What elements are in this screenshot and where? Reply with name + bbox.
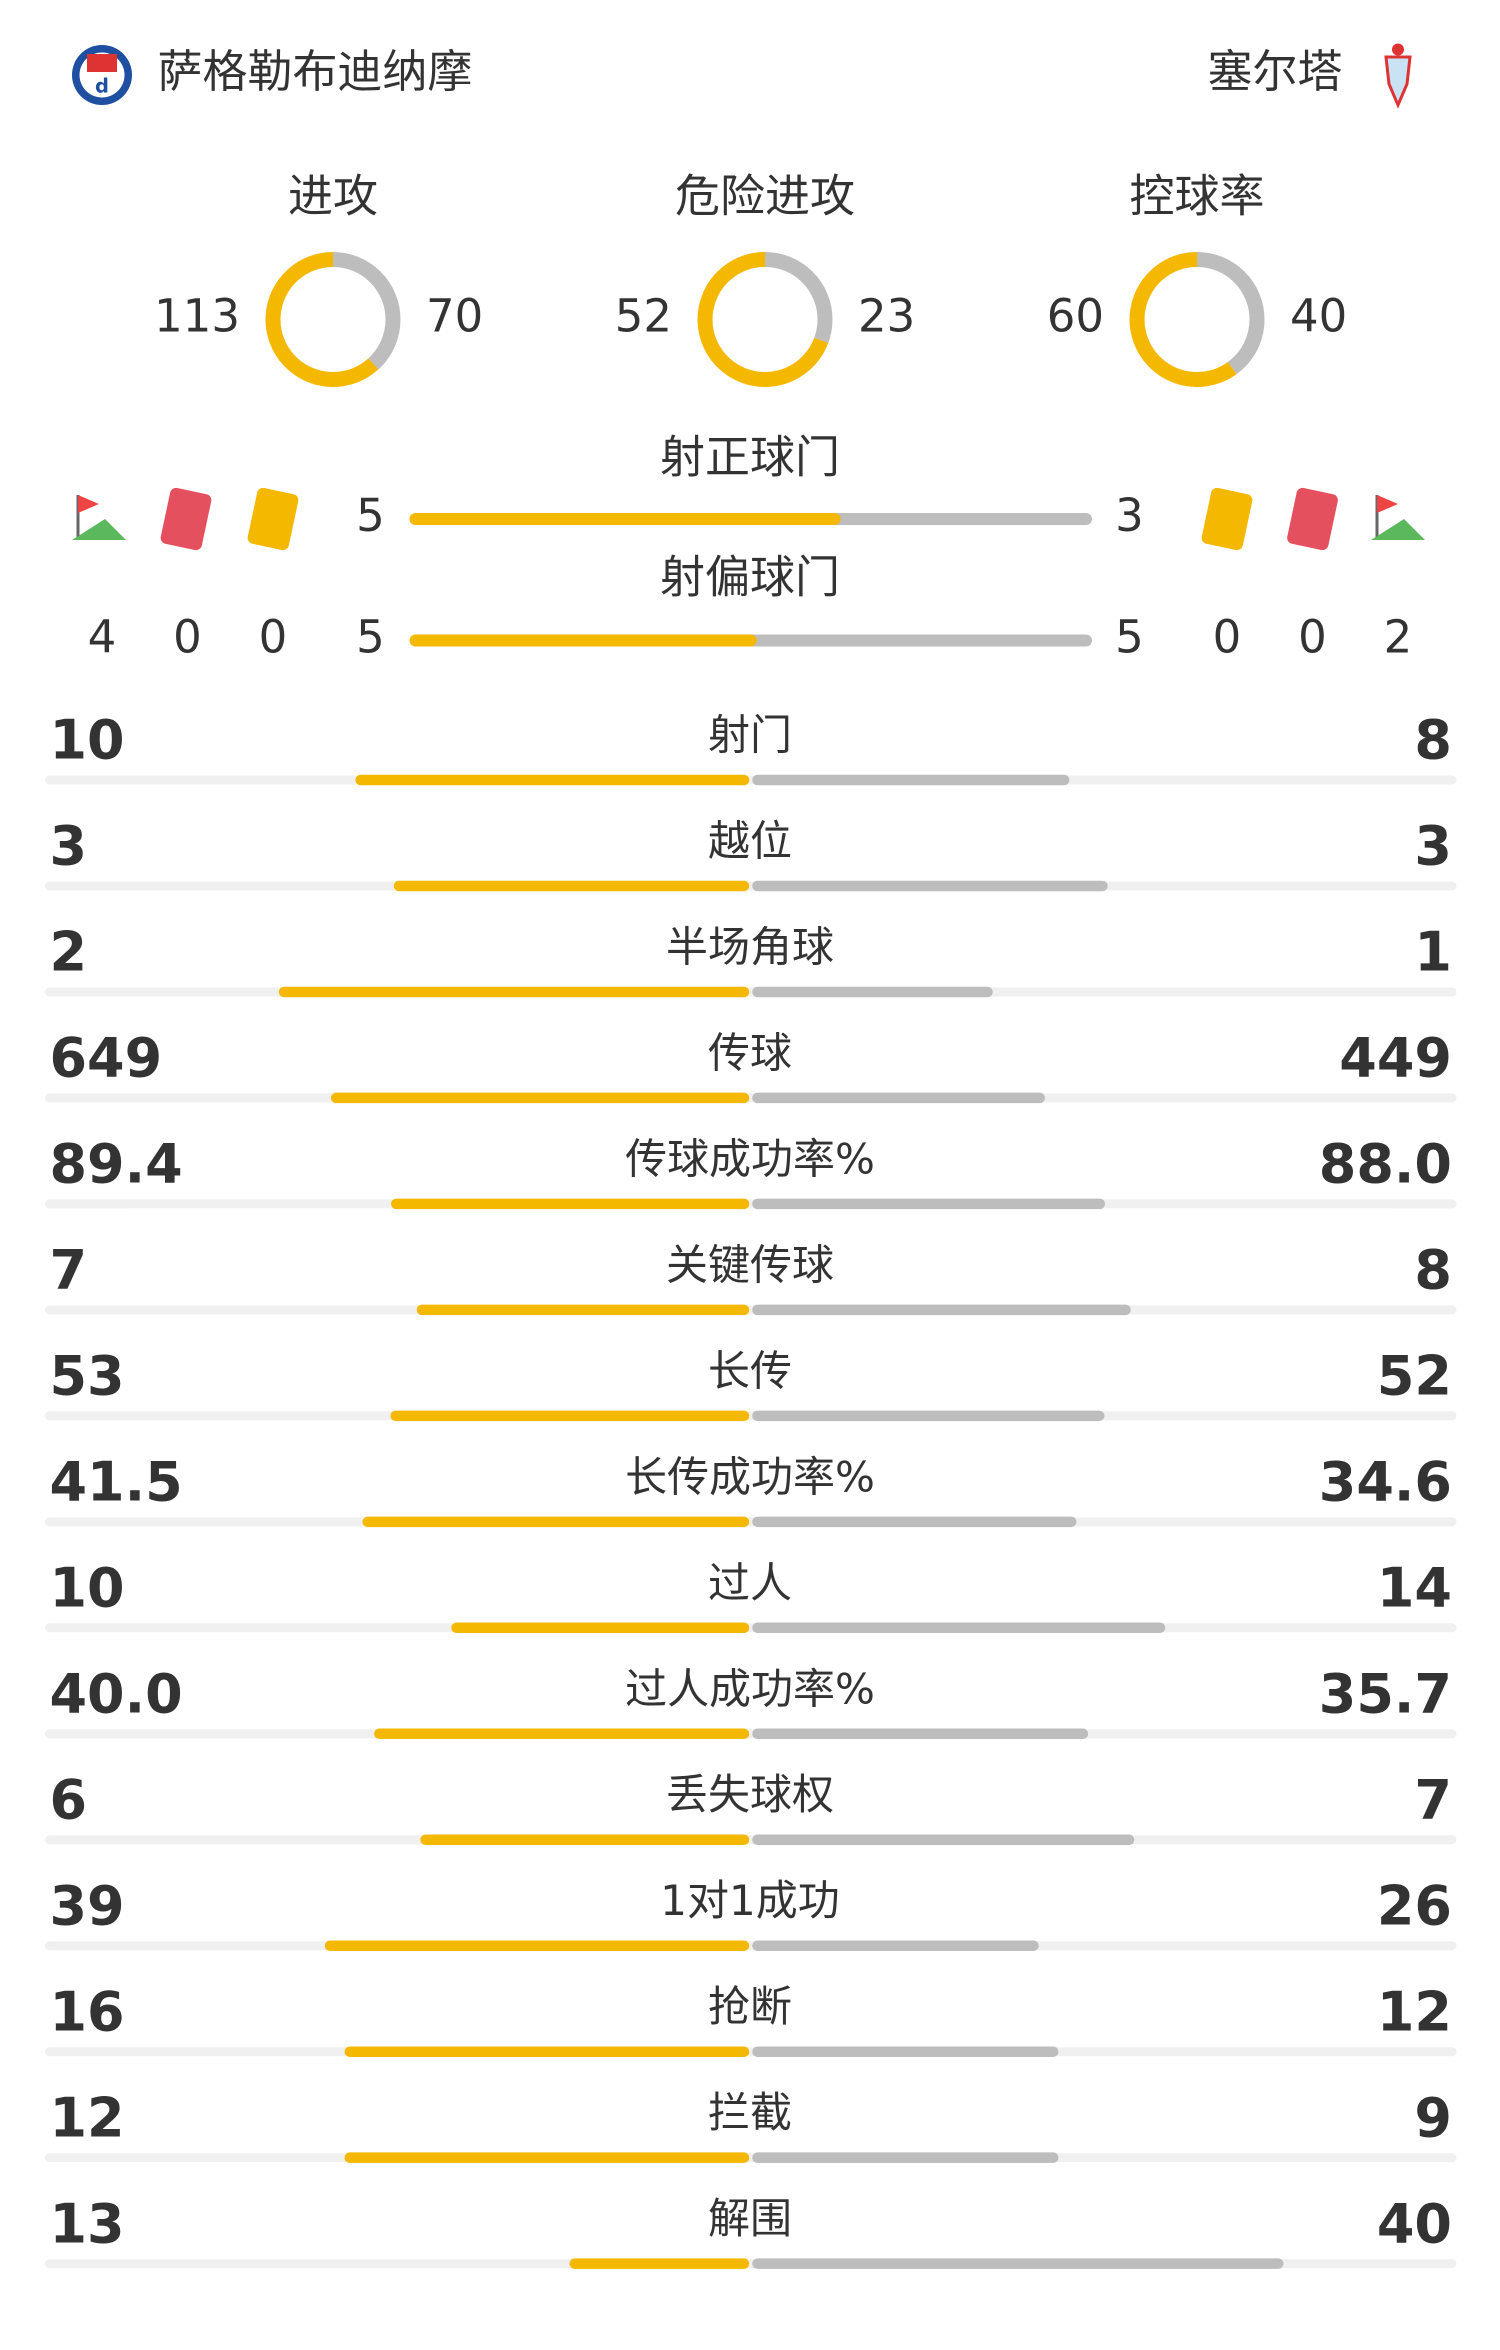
away-value: 9 [1414,2086,1452,2149]
away-value: 3 [1115,489,1144,542]
shot-title: 射正球门 [660,430,840,483]
home-value: 5 [356,610,385,663]
stat-label: 传球成功率% [625,1134,875,1183]
red-card-icon [1287,487,1338,551]
away-value: 26 [1377,1874,1452,1937]
away-value: 8 [1414,1239,1452,1302]
red-card-icon [160,487,212,551]
away-value: 3 [1414,815,1452,878]
card-count: 0 [1298,610,1327,663]
away-value: 34.6 [1319,1450,1452,1513]
stat-label: 丢失球权 [666,1770,834,1819]
ring-title: 危险进攻 [675,169,855,222]
stat-label: 拦截 [708,2088,792,2137]
home-value: 89.4 [50,1133,183,1196]
stat-label: 长传 [708,1346,792,1395]
home-value: 2 [50,921,88,984]
ring-title: 控球率 [1130,169,1265,222]
away-value: 8 [1414,709,1452,772]
home-value: 16 [50,1980,125,2043]
stat-label: 1对1成功 [660,1876,839,1925]
away-card-icons [1201,487,1425,551]
stat-label: 抢断 [708,1982,792,2031]
stat-label: 射门 [708,710,792,759]
home-value: 41.5 [50,1450,183,1513]
away-value: 70 [426,289,483,342]
ring-title: 进攻 [288,169,378,222]
home-arc [697,251,833,387]
home-value: 649 [50,1027,163,1090]
away-value: 449 [1339,1027,1452,1090]
home-team: 萨格勒布迪纳摩 [158,45,473,98]
stat-label: 过人成功率% [625,1664,875,1713]
home-value: 40.0 [50,1662,183,1725]
card-count: 0 [173,610,202,663]
home-value: 52 [615,289,672,342]
stat-label: 长传成功率% [625,1452,875,1501]
home-card-icons [72,487,299,551]
card-count: 0 [1213,610,1242,663]
card-count: 4 [88,610,117,663]
home-value: 39 [50,1874,125,1937]
away-team: 塞尔塔 [1208,45,1343,98]
stat-label: 半场角球 [666,922,834,971]
home-value: 5 [356,489,385,542]
home-value: 60 [1047,289,1104,342]
home-value: 10 [50,709,125,772]
home-value: 7 [50,1239,88,1302]
away-value: 5 [1115,610,1144,663]
home-arc [265,251,401,387]
away-value: 12 [1377,1980,1452,2043]
home-value: 10 [50,1556,125,1619]
home-value: 13 [50,2192,125,2255]
home-value: 12 [50,2086,125,2149]
away-value: 52 [1377,1344,1452,1407]
home-arc [1129,251,1265,387]
shot-title: 射偏球门 [660,550,840,603]
corner-icon [72,494,127,540]
stat-label: 关键传球 [666,1240,834,1289]
away-value: 40 [1290,289,1347,342]
away-value: 35.7 [1319,1662,1452,1725]
yellow-card-icon [1201,487,1253,551]
away-value: 23 [858,289,915,342]
away-value: 7 [1414,1768,1452,1831]
away-value: 14 [1377,1556,1452,1619]
away-value: 88.0 [1319,1133,1452,1196]
away-value: 1 [1414,921,1452,984]
home-value: 53 [50,1344,125,1407]
away-value: 40 [1377,2192,1452,2255]
stat-label: 过人 [708,1558,792,1607]
card-count: 2 [1384,610,1413,663]
yellow-card-icon [247,487,299,551]
home-value: 6 [50,1768,88,1831]
home-logo: d [72,44,133,105]
home-value: 3 [50,815,88,878]
card-count: 0 [259,610,288,663]
stat-label: 解围 [708,2194,792,2243]
svg-text:d: d [95,74,109,97]
away-logo [1384,43,1412,109]
corner-icon [1370,494,1425,540]
stat-label: 传球 [708,1028,792,1077]
stat-label: 越位 [708,816,792,865]
home-value: 113 [154,289,240,342]
